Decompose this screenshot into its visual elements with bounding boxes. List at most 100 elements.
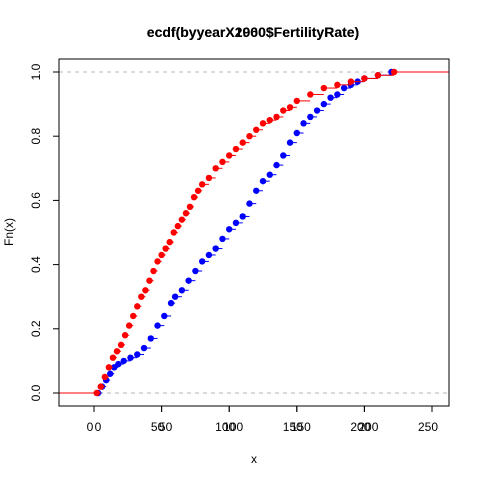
series-1-point (178, 216, 186, 223)
x-tick-label: 50 (159, 420, 173, 434)
series-0-point (167, 299, 175, 307)
plot-frame (58, 58, 450, 407)
series-0-point (219, 235, 226, 243)
series-1-point (166, 238, 173, 246)
series-0-point (307, 113, 314, 121)
series-1-point (174, 222, 182, 230)
series-layer (59, 68, 449, 397)
y-axis-label: Fn(x) (2, 218, 16, 246)
series-0-point (300, 120, 307, 127)
x-tick-label: 200 (358, 420, 378, 434)
x-tick-label: 50 (151, 420, 165, 434)
x-tick-label: 0 (95, 420, 102, 434)
series-0-point (293, 129, 300, 137)
series-1-point (101, 373, 109, 381)
x-axis-label: x (251, 452, 257, 466)
series-0-point (286, 139, 294, 146)
series-0-point (232, 219, 240, 227)
y-tick-label: 0.2 (29, 320, 43, 337)
series-0-point (185, 277, 192, 284)
series-1-point (226, 152, 233, 159)
series-1-point (130, 312, 137, 320)
series-0-point (205, 251, 213, 259)
series-1-point (307, 91, 314, 98)
x-tick-label: 150 (283, 420, 303, 434)
series-0-point (253, 187, 260, 194)
series-1-point (320, 84, 328, 92)
series-1-point (334, 81, 341, 89)
series-1-point (150, 267, 157, 275)
x-tick-label: 200 (350, 420, 370, 434)
series-1-point (97, 383, 104, 390)
series-1-point (158, 251, 165, 259)
series-1-point (105, 364, 113, 371)
series-1-point (239, 139, 246, 146)
x-tick-label: 250 (418, 420, 438, 434)
series-0-point (171, 293, 179, 300)
series-1-point (246, 133, 253, 140)
series-1-point (390, 68, 398, 76)
series-1-point (170, 229, 177, 236)
series-0-point (107, 370, 114, 377)
series-0-point (212, 245, 219, 252)
y-axis: 0.0 0.2 0.4 0.6 0.8 1.0 (29, 63, 59, 401)
series-1-point (134, 303, 141, 310)
series-0-point (178, 287, 186, 294)
reference-lines (59, 71, 449, 394)
series-1-point (219, 158, 226, 166)
series-1-point (194, 187, 202, 194)
x-axis: 0 50 100 150 200 250 0 50 100 150 200 (87, 406, 438, 434)
series-0-point (340, 84, 348, 92)
chart-title-overlay: ecdf(byyearX1960$FertilityRate) (147, 24, 359, 40)
series-1-point (182, 210, 190, 217)
series-1-point (273, 113, 280, 121)
series-1-point (286, 104, 294, 111)
x-tick-label: 0 (87, 420, 94, 434)
series-0-point (120, 357, 127, 365)
series-1-point (293, 97, 300, 105)
series-0-point (147, 335, 154, 342)
series-0-point (239, 213, 246, 220)
series-0-point (313, 107, 321, 114)
y-tick-label: 1.0 (29, 63, 43, 80)
series-0-point (327, 94, 334, 101)
series-1-point (113, 348, 121, 355)
series-0-point (273, 161, 280, 169)
x-tick-label: 100 (215, 420, 235, 434)
series-0-point (161, 312, 168, 320)
series-1-point (142, 287, 149, 294)
series-0-point (266, 171, 273, 178)
series-1-point (125, 322, 133, 329)
y-tick-label: 0.6 (29, 192, 43, 209)
series-0-point (134, 351, 141, 358)
series-1-point (347, 78, 355, 85)
series-1-point (138, 293, 145, 300)
y-tick-label: 0.4 (29, 256, 43, 273)
series-1-point (266, 116, 273, 124)
series-1-point (253, 126, 260, 133)
series-1-point (117, 341, 125, 349)
series-0-point (320, 100, 328, 108)
series-0-point (334, 91, 341, 98)
y-tick-label: 0.8 (29, 128, 43, 145)
series-0-point (198, 258, 206, 265)
series-0-point (259, 177, 267, 185)
series-0 (59, 68, 449, 397)
series-0-point (226, 226, 233, 233)
series-0-point (115, 360, 122, 368)
series-1-point (361, 75, 368, 82)
series-0-point (154, 322, 161, 329)
series-1-point (146, 277, 153, 284)
series-1-point (232, 145, 240, 153)
series-1-point (93, 389, 100, 397)
series-0-point (127, 354, 134, 361)
series-1-point (186, 203, 194, 211)
series-1-point (280, 107, 287, 114)
series-1-point (162, 245, 169, 252)
x-tick-label: 100 (223, 420, 243, 434)
series-1-point (109, 354, 117, 361)
y-tick-label: 0.0 (29, 384, 43, 401)
chart-title: ecdf(byyearX2000$FertilityRate) (147, 24, 359, 40)
series-0-point (192, 267, 199, 275)
